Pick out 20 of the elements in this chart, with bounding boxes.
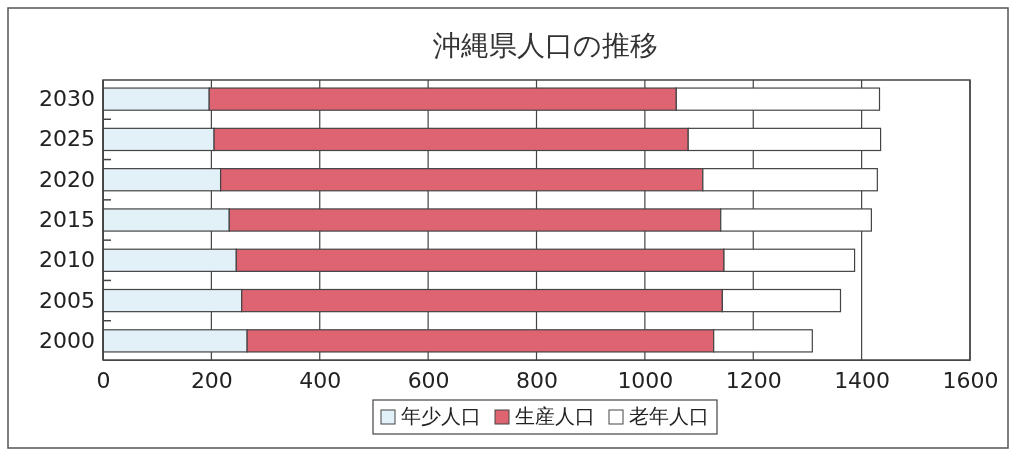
y-tick-label: 2005 [39, 287, 95, 313]
x-tick-label: 1200 [725, 367, 782, 393]
x-tick-label: 200 [190, 367, 233, 393]
x-tick-label: 800 [516, 367, 558, 393]
chart-title: 沖縄県人口の推移 [432, 29, 658, 62]
x-tick-label: 1000 [617, 367, 674, 393]
y-tick-label: 2010 [39, 247, 95, 273]
x-tick-label: 400 [299, 367, 342, 393]
y-tick-label: 2000 [39, 327, 95, 353]
y-tick-label: 2030 [39, 86, 95, 112]
x-tick-label: 0 [96, 367, 111, 393]
legend-label: 生産人口 [515, 404, 595, 428]
legend-label: 年少人口 [401, 404, 481, 428]
y-tick-label: 2015 [39, 207, 95, 233]
x-tick-label: 1400 [834, 367, 891, 393]
y-tick-label: 2025 [39, 126, 95, 152]
legend-label: 老年人口 [629, 404, 709, 428]
y-tick-label: 2020 [39, 166, 95, 192]
x-tick-label: 1600 [942, 367, 999, 393]
x-tick-label: 600 [407, 367, 450, 393]
